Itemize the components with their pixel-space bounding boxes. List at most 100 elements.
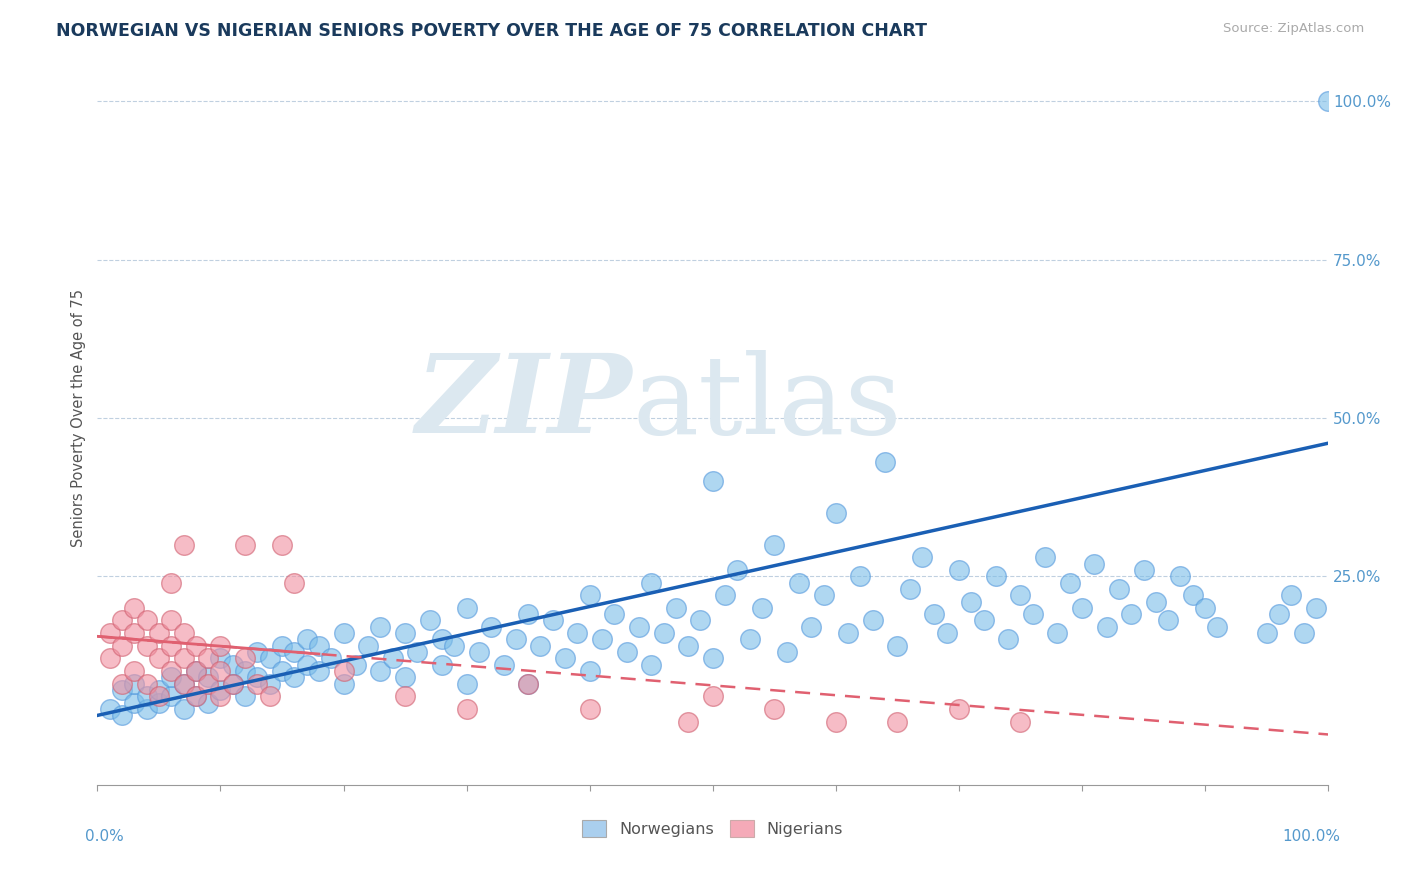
Point: [676, 639, 699, 653]
Point: [603, 607, 626, 622]
Point: [948, 702, 970, 716]
Point: [898, 582, 921, 596]
Point: [148, 690, 170, 704]
Point: [197, 651, 219, 665]
Point: [567, 626, 589, 640]
Point: [283, 645, 305, 659]
Point: [295, 657, 318, 672]
Point: [184, 690, 207, 704]
Point: [824, 714, 846, 729]
Point: [111, 708, 134, 723]
Point: [111, 683, 134, 698]
Point: [517, 677, 540, 691]
Point: [259, 677, 281, 691]
Point: [283, 671, 305, 685]
Point: [1194, 600, 1216, 615]
Point: [886, 639, 908, 653]
Point: [197, 671, 219, 685]
Point: [148, 696, 170, 710]
Text: Source: ZipAtlas.com: Source: ZipAtlas.com: [1223, 22, 1364, 36]
Point: [233, 664, 256, 678]
Point: [308, 664, 330, 678]
Point: [800, 620, 823, 634]
Point: [1010, 588, 1032, 602]
Point: [578, 664, 600, 678]
Point: [1022, 607, 1045, 622]
Point: [160, 664, 183, 678]
Point: [1144, 594, 1167, 608]
Point: [233, 537, 256, 551]
Point: [148, 683, 170, 698]
Point: [135, 702, 157, 716]
Point: [271, 537, 294, 551]
Point: [135, 690, 157, 704]
Point: [676, 714, 699, 729]
Point: [984, 569, 1007, 583]
Point: [948, 563, 970, 577]
Point: [517, 607, 540, 622]
Point: [332, 664, 354, 678]
Point: [1132, 563, 1154, 577]
Point: [738, 632, 761, 647]
Point: [1157, 614, 1180, 628]
Point: [456, 702, 478, 716]
Point: [702, 651, 724, 665]
Point: [935, 626, 957, 640]
Point: [1292, 626, 1315, 640]
Point: [541, 614, 564, 628]
Point: [775, 645, 797, 659]
Point: [1317, 95, 1340, 109]
Point: [406, 645, 429, 659]
Point: [1095, 620, 1118, 634]
Point: [1170, 569, 1192, 583]
Point: [246, 671, 269, 685]
Point: [665, 600, 688, 615]
Point: [1121, 607, 1143, 622]
Point: [627, 620, 650, 634]
Point: [233, 690, 256, 704]
Point: [725, 563, 748, 577]
Point: [160, 614, 183, 628]
Point: [222, 677, 245, 691]
Point: [862, 614, 884, 628]
Point: [1071, 600, 1094, 615]
Point: [370, 664, 392, 678]
Point: [837, 626, 859, 640]
Point: [184, 664, 207, 678]
Point: [381, 651, 404, 665]
Point: [578, 702, 600, 716]
Point: [1083, 557, 1105, 571]
Point: [222, 657, 245, 672]
Point: [98, 626, 121, 640]
Point: [124, 626, 146, 640]
Point: [148, 651, 170, 665]
Point: [468, 645, 491, 659]
Point: [1268, 607, 1291, 622]
Point: [271, 664, 294, 678]
Point: [997, 632, 1019, 647]
Point: [111, 677, 134, 691]
Point: [135, 639, 157, 653]
Point: [222, 677, 245, 691]
Point: [419, 614, 441, 628]
Point: [184, 690, 207, 704]
Point: [173, 677, 195, 691]
Point: [973, 614, 995, 628]
Point: [173, 702, 195, 716]
Point: [1108, 582, 1130, 596]
Point: [1033, 550, 1056, 565]
Point: [98, 702, 121, 716]
Point: [173, 651, 195, 665]
Point: [233, 651, 256, 665]
Text: 100.0%: 100.0%: [1282, 830, 1340, 844]
Point: [479, 620, 502, 634]
Point: [321, 651, 343, 665]
Point: [689, 614, 711, 628]
Point: [111, 614, 134, 628]
Text: NORWEGIAN VS NIGERIAN SENIORS POVERTY OVER THE AGE OF 75 CORRELATION CHART: NORWEGIAN VS NIGERIAN SENIORS POVERTY OV…: [56, 22, 927, 40]
Y-axis label: Seniors Poverty Over the Age of 75: Seniors Poverty Over the Age of 75: [72, 289, 86, 547]
Point: [246, 677, 269, 691]
Text: ZIP: ZIP: [416, 350, 633, 457]
Point: [259, 651, 281, 665]
Point: [148, 626, 170, 640]
